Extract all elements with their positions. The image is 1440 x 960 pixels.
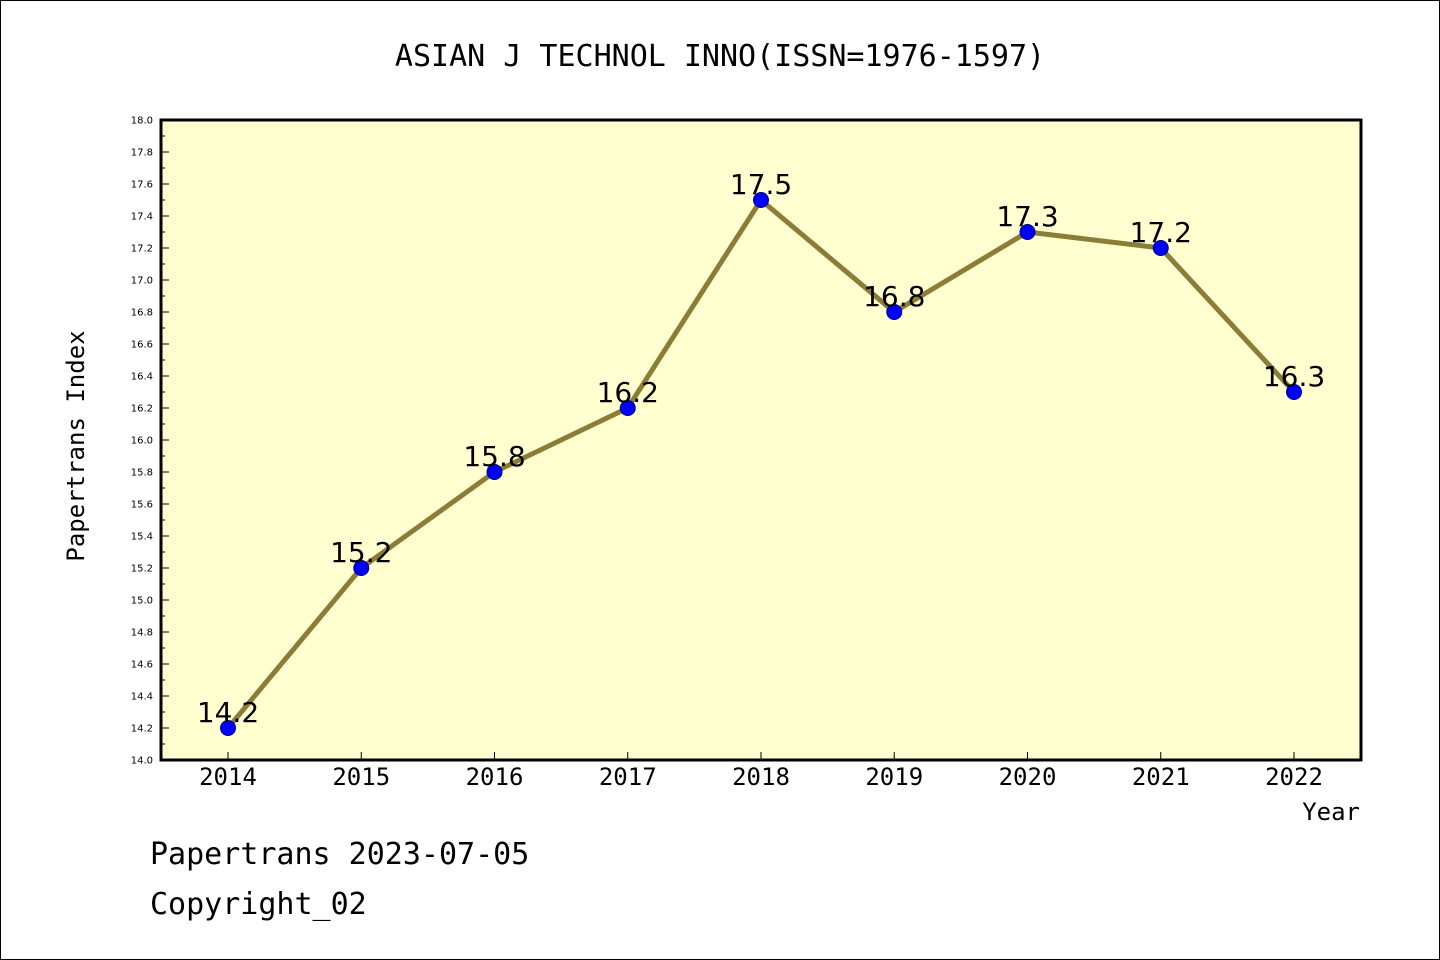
y-tick-label: 16.4 (131, 372, 153, 383)
y-tick-label: 17.8 (131, 148, 153, 159)
data-label: 15.8 (463, 440, 525, 473)
data-label: 17.2 (1130, 216, 1192, 249)
data-point (1152, 240, 1169, 256)
y-tick-label: 16.6 (131, 340, 153, 351)
y-tick-label: 17.6 (131, 180, 153, 191)
x-tick-label: 2022 (1265, 763, 1323, 791)
data-label: 16.8 (863, 280, 925, 313)
data-point (1019, 224, 1036, 240)
data-labels: 14.2 15.2 15.8 16.2 17.5 16.8 17.3 17.2 16.3 (197, 168, 1325, 729)
y-tick-label: 15.8 (131, 468, 153, 479)
y-tick-label: 14.6 (131, 660, 153, 671)
footer-date: Papertrans 2023-07-05 (150, 837, 529, 872)
data-point (619, 400, 636, 416)
y-tick-label: 17.2 (131, 244, 153, 255)
x-axis: 2014 2015 2016 2017 2018 2019 2020 2021 2022 (199, 752, 1323, 791)
x-tick-label: 2015 (332, 763, 390, 791)
data-point (353, 560, 370, 576)
y-axis-label: Papertrans Index (62, 330, 90, 561)
y-tick-label: 14.2 (131, 724, 153, 735)
plot-area (161, 120, 1361, 760)
x-tick-label: 2018 (732, 763, 790, 791)
y-tick-label: 16.0 (131, 436, 153, 447)
data-label: 17.5 (730, 168, 792, 201)
x-tick-label: 2021 (1132, 763, 1190, 791)
x-tick-label: 2017 (599, 763, 657, 791)
y-tick-label: 14.0 (131, 756, 153, 767)
y-tick-label: 16.2 (131, 404, 153, 415)
x-tick-label: 2020 (999, 763, 1057, 791)
data-point (486, 464, 503, 480)
y-axis: 14.0 14.2 14.4 14.6 14.8 15.0 15.2 15.4 15.6 15.8… (131, 116, 169, 767)
y-tick-label: 15.6 (131, 500, 153, 511)
x-axis-label: Year (1302, 798, 1360, 826)
y-tick-label: 15.4 (131, 532, 153, 543)
data-label: 17.3 (996, 200, 1058, 233)
data-points (220, 192, 1302, 736)
y-tick-label: 18.0 (131, 116, 153, 127)
y-tick-label: 14.8 (131, 628, 153, 639)
data-point (1286, 384, 1302, 400)
y-tick-label: 17.0 (131, 276, 153, 287)
data-label: 16.3 (1263, 360, 1325, 393)
x-tick-label: 2019 (865, 763, 923, 791)
footer-copyright: Copyright_02 (150, 887, 367, 922)
data-label: 15.2 (330, 536, 392, 569)
chart-title: ASIAN J TECHNOL INNO(ISSN=1976-1597) (395, 39, 1045, 74)
data-label: 14.2 (197, 696, 259, 729)
data-point (886, 304, 903, 320)
y-tick-label: 16.8 (131, 308, 153, 319)
y-tick-label: 15.2 (131, 564, 153, 575)
y-tick-label: 17.4 (131, 212, 153, 223)
data-label: 16.2 (597, 376, 659, 409)
data-point (220, 720, 236, 736)
x-tick-label: 2016 (466, 763, 524, 791)
y-tick-label: 14.4 (131, 692, 153, 703)
y-tick-label: 15.0 (131, 596, 153, 607)
x-tick-label: 2014 (199, 763, 257, 791)
data-point (753, 192, 769, 208)
plot-border (159, 118, 1363, 762)
